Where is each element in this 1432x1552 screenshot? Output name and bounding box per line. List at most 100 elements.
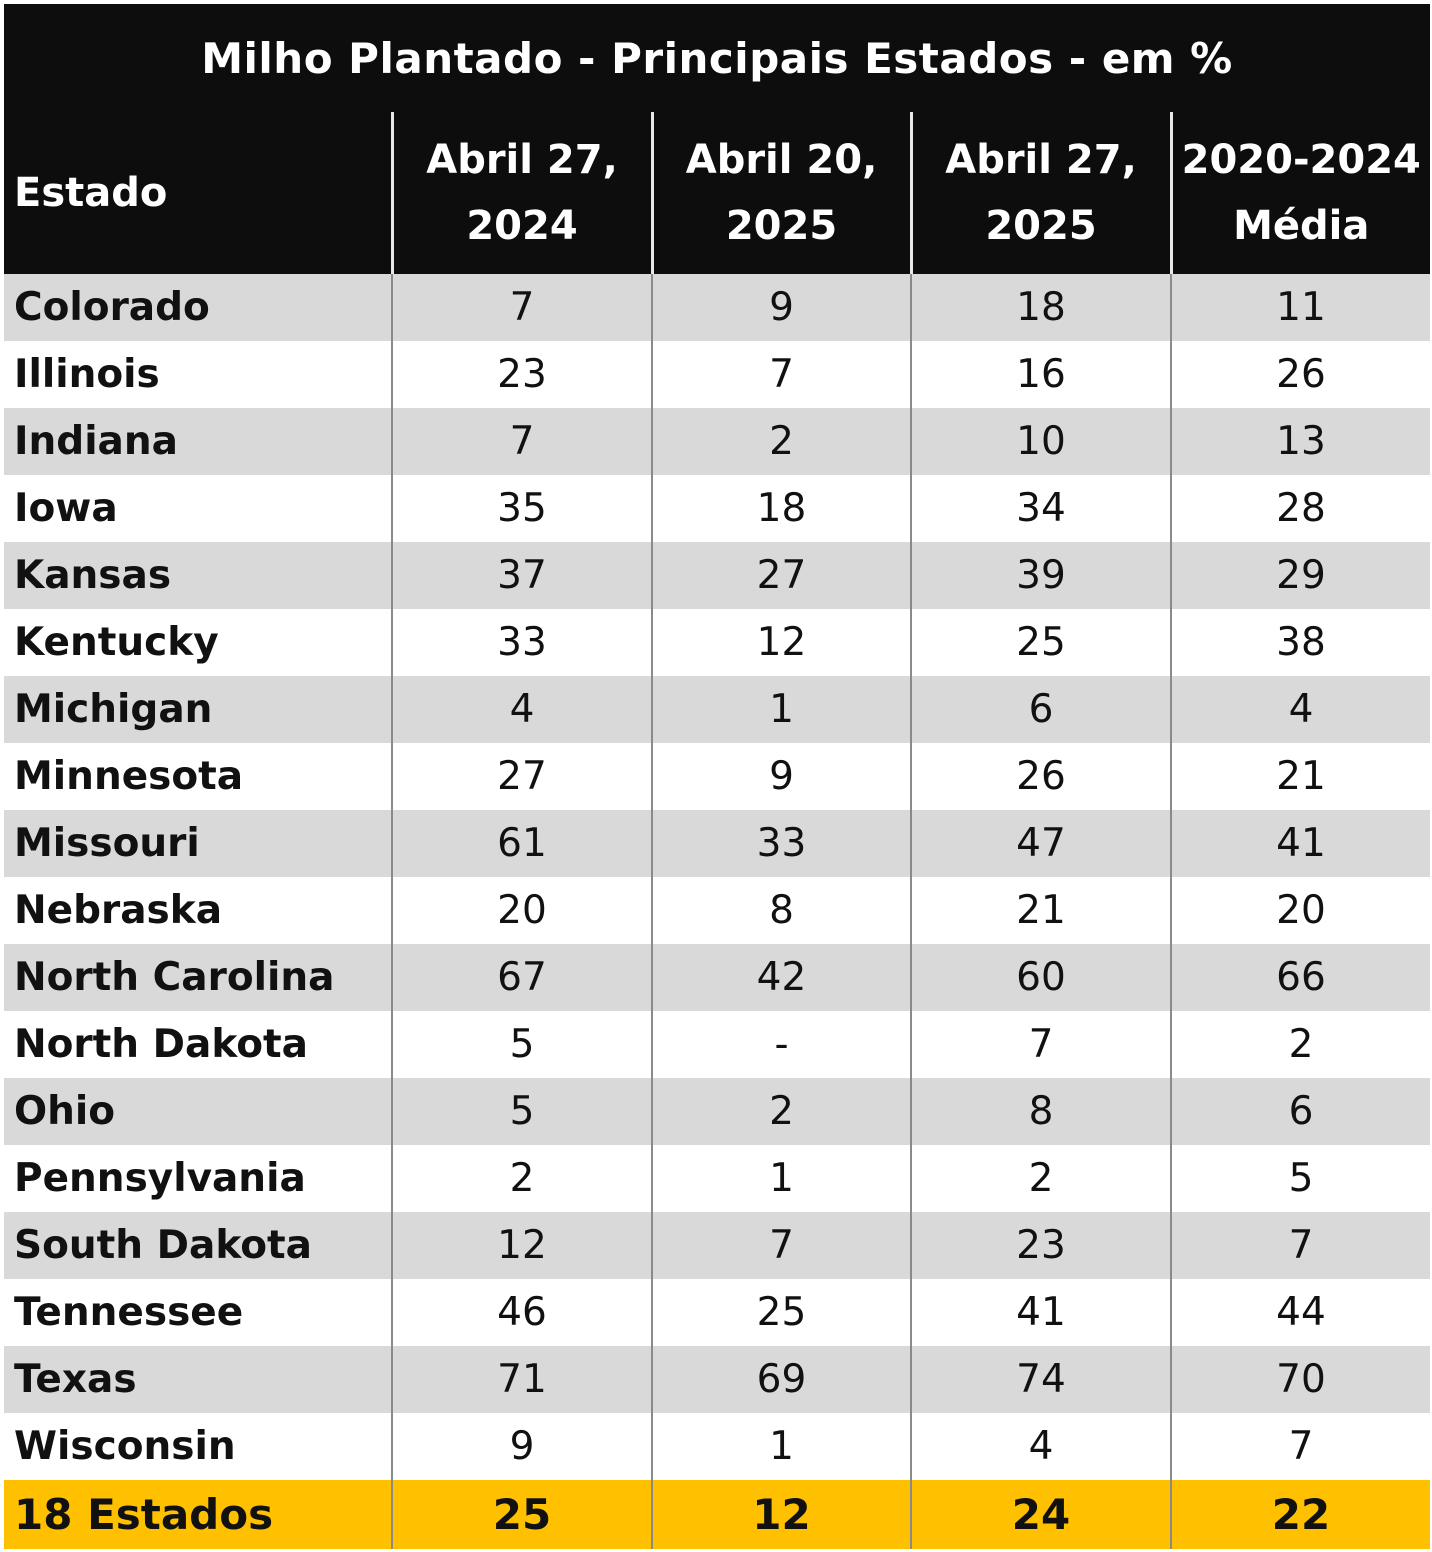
table-row: North Carolina 67 42 60 66: [4, 944, 1430, 1011]
table-row: Missouri 61 33 47 41: [4, 810, 1430, 877]
column-header-line1: Abril 27,: [426, 137, 618, 183]
value-cell: 1: [651, 1413, 911, 1480]
value-cell: 22: [1170, 1480, 1430, 1549]
value-cell: 24: [910, 1480, 1171, 1549]
value-cell: 2: [651, 408, 911, 475]
value-cell: 61: [391, 810, 652, 877]
value-cell: 18: [651, 475, 911, 542]
column-header-line2: 2024: [466, 203, 578, 249]
value-cell: 69: [651, 1346, 911, 1413]
state-name-cell: South Dakota: [4, 1212, 392, 1279]
value-cell: 7: [1170, 1212, 1430, 1279]
column-header-label: Estado: [14, 170, 168, 216]
value-cell: 7: [910, 1011, 1171, 1078]
state-name-cell: Iowa: [4, 475, 392, 542]
value-cell: 8: [651, 877, 911, 944]
value-cell: 33: [651, 810, 911, 877]
header-row: Estado Abril 27, 2024 Abril 20, 2025 Abr…: [4, 112, 1430, 274]
value-cell: 70: [1170, 1346, 1430, 1413]
value-cell: 11: [1170, 274, 1430, 341]
state-name-cell: Pennsylvania: [4, 1145, 392, 1212]
state-name-cell: Michigan: [4, 676, 392, 743]
value-cell: 66: [1170, 944, 1430, 1011]
value-cell: 9: [651, 274, 911, 341]
value-cell: 18: [910, 274, 1171, 341]
value-cell: 38: [1170, 609, 1430, 676]
value-cell: 4: [1170, 676, 1430, 743]
value-cell: 23: [910, 1212, 1171, 1279]
table-row: Illinois 23 7 16 26: [4, 341, 1430, 408]
value-cell: 12: [651, 1480, 911, 1549]
value-cell: 20: [1170, 877, 1430, 944]
state-name-cell: Nebraska: [4, 877, 392, 944]
value-cell: 29: [1170, 542, 1430, 609]
column-header-average: 2020-2024 Média: [1169, 112, 1430, 274]
value-cell: 16: [910, 341, 1171, 408]
data-table: Milho Plantado - Principais Estados - em…: [4, 4, 1430, 1550]
value-cell: 5: [1170, 1145, 1430, 1212]
value-cell: 5: [391, 1011, 652, 1078]
value-cell: 13: [1170, 408, 1430, 475]
value-cell: 33: [391, 609, 652, 676]
table-row: Wisconsin 9 1 4 7: [4, 1413, 1430, 1480]
value-cell: 6: [910, 676, 1171, 743]
column-header-apr27-2024: Abril 27, 2024: [390, 112, 652, 274]
state-name-cell: North Dakota: [4, 1011, 392, 1078]
value-cell: 12: [391, 1212, 652, 1279]
value-cell: 26: [1170, 341, 1430, 408]
state-name-cell: Minnesota: [4, 743, 392, 810]
value-cell: 26: [910, 743, 1171, 810]
value-cell: 42: [651, 944, 911, 1011]
value-cell: 34: [910, 475, 1171, 542]
value-cell: 21: [910, 877, 1171, 944]
value-cell: 25: [910, 609, 1171, 676]
table-row: South Dakota 12 7 23 7: [4, 1212, 1430, 1279]
value-cell: 9: [391, 1413, 652, 1480]
value-cell: 74: [910, 1346, 1171, 1413]
value-cell: 44: [1170, 1279, 1430, 1346]
value-cell: 2: [651, 1078, 911, 1145]
table-row: Iowa 35 18 34 28: [4, 475, 1430, 542]
column-header-line2: 2025: [725, 203, 838, 249]
value-cell: 41: [1170, 810, 1430, 877]
value-cell: 2: [1170, 1011, 1430, 1078]
value-cell: 20: [391, 877, 652, 944]
value-cell: 46: [391, 1279, 652, 1346]
state-name-cell: Ohio: [4, 1078, 392, 1145]
value-cell: 47: [910, 810, 1171, 877]
value-cell: 27: [651, 542, 911, 609]
value-cell: 21: [1170, 743, 1430, 810]
value-cell: 10: [910, 408, 1171, 475]
value-cell: 6: [1170, 1078, 1430, 1145]
value-cell: 9: [651, 743, 911, 810]
value-cell: 67: [391, 944, 652, 1011]
value-cell: 7: [391, 408, 652, 475]
column-header-line1: Abril 27,: [945, 137, 1137, 183]
state-name-cell: Texas: [4, 1346, 392, 1413]
column-header-apr20-2025: Abril 20, 2025: [650, 112, 911, 274]
state-name-cell: Tennessee: [4, 1279, 392, 1346]
column-header-line1: 2020-2024: [1181, 137, 1421, 183]
value-cell: 27: [391, 743, 652, 810]
value-cell: 1: [651, 1145, 911, 1212]
state-name-cell: North Carolina: [4, 944, 392, 1011]
state-name-cell: 18 Estados: [4, 1480, 392, 1549]
state-name-cell: Wisconsin: [4, 1413, 392, 1480]
value-cell: 1: [651, 676, 911, 743]
table-row: Ohio 5 2 8 6: [4, 1078, 1430, 1145]
table-row: Kentucky 33 12 25 38: [4, 609, 1430, 676]
value-cell: 25: [391, 1480, 652, 1549]
table-row: Minnesota 27 9 26 21: [4, 743, 1430, 810]
state-name-cell: Kentucky: [4, 609, 392, 676]
table-row: Kansas 37 27 39 29: [4, 542, 1430, 609]
state-name-cell: Indiana: [4, 408, 392, 475]
column-header-apr27-2025: Abril 27, 2025: [909, 112, 1171, 274]
value-cell: 23: [391, 341, 652, 408]
value-cell: 4: [391, 676, 652, 743]
state-name-cell: Colorado: [4, 274, 392, 341]
table-row: Pennsylvania 2 1 2 5: [4, 1145, 1430, 1212]
column-header-line2: 2025: [985, 203, 1097, 249]
state-name-cell: Missouri: [4, 810, 392, 877]
column-header-line2: Média: [1233, 203, 1370, 249]
table-row: Michigan 4 1 6 4: [4, 676, 1430, 743]
